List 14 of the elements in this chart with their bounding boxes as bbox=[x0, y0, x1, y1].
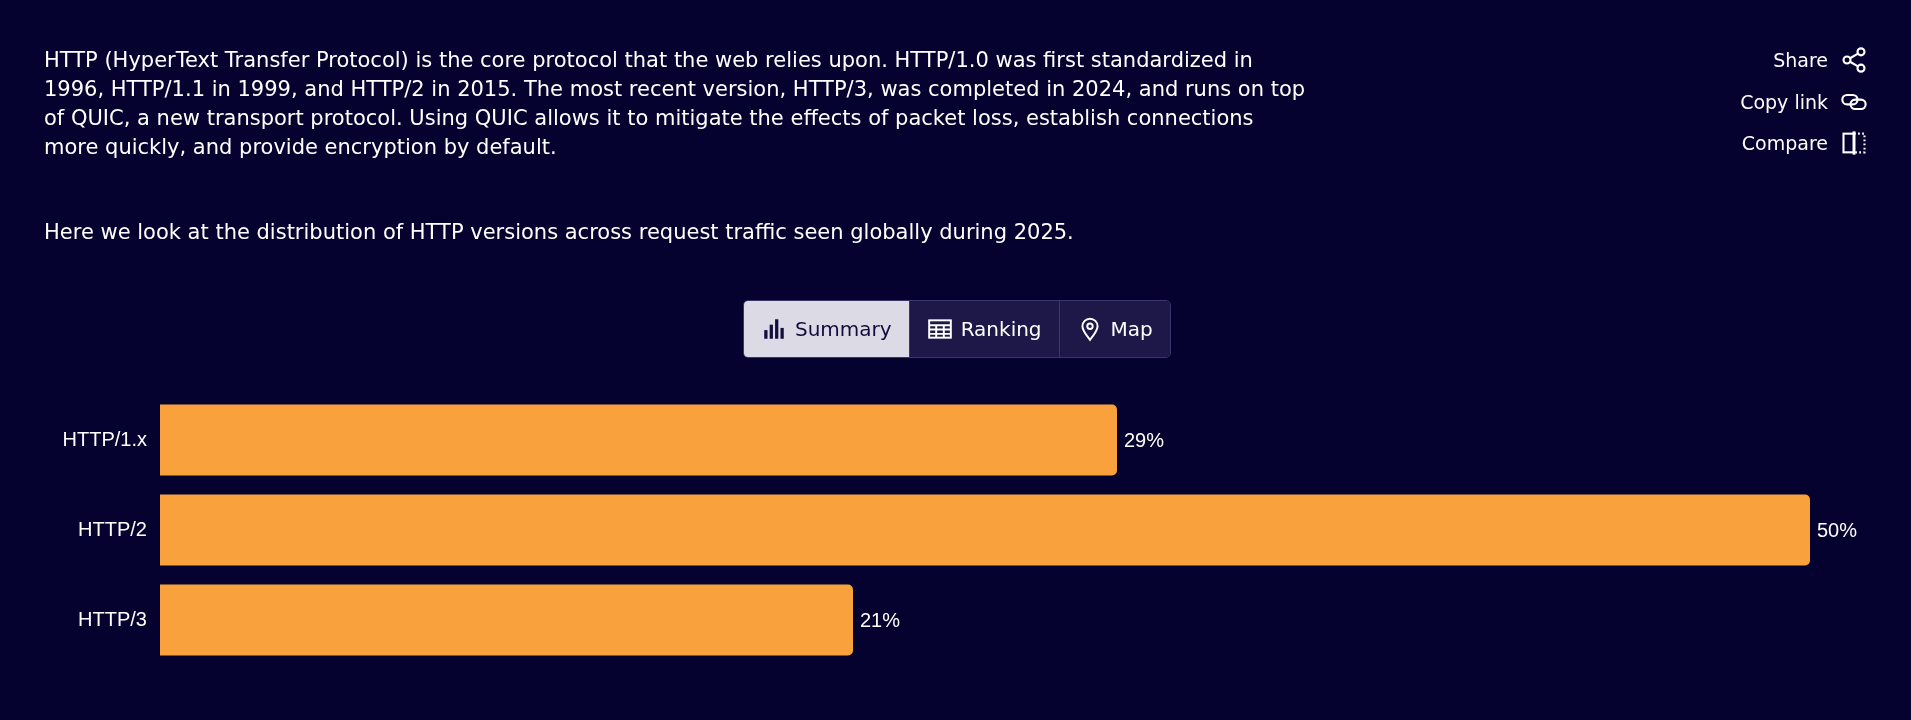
data-label: 29% bbox=[1124, 428, 1165, 451]
data-label: 50% bbox=[1817, 518, 1858, 541]
y-tick-label: HTTP/1.x bbox=[62, 427, 147, 450]
tab: Summary bbox=[744, 301, 909, 357]
text: Share bbox=[1773, 49, 1828, 71]
tab: Map bbox=[1058, 301, 1170, 357]
text: HTTP (HyperText Transfer Protocol) is the core protocol that the web relies upon. HTTP/1.0 was first standardized in 1996, HTTP/1.1 in 1999, and HTTP/2 in 2015. The most recent version, HTTP/3, was completed in 2024, and runs on top of QUIC, a new transport protocol. Using QUIC allows it to mitigate the effects of packet loss, establish connections more quickly, and provide encryption by default. bbox=[44, 47, 1306, 161]
data-label: 21% bbox=[860, 608, 901, 631]
y-tick-label: HTTP/2 bbox=[78, 517, 147, 540]
y-tick-label: HTTP/3 bbox=[78, 607, 147, 630]
text: Compare bbox=[1741, 132, 1828, 154]
text: Here we look at the distribution of HTTP versions across request traffic seen globally during 2025. bbox=[44, 219, 1075, 246]
tab: Ranking bbox=[908, 301, 1059, 357]
text: Copy link bbox=[1740, 91, 1828, 113]
